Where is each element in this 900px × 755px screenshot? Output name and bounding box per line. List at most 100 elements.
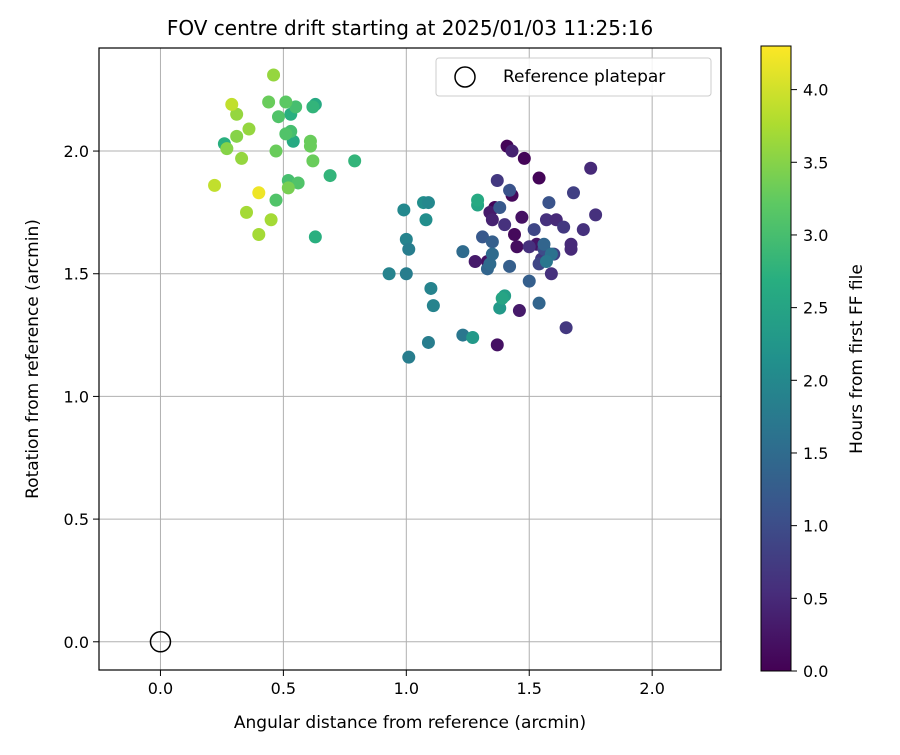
legend-box xyxy=(435,57,712,97)
data-point xyxy=(507,227,521,241)
colorbar: 0.0 0.5 1.0 1.5 2.0 2.5 3.0 3.5 4.0 Hours from f… xyxy=(760,45,867,681)
data-point xyxy=(490,338,504,352)
y-tick-label: 1.5 xyxy=(64,265,89,284)
data-point xyxy=(397,203,411,217)
data-point xyxy=(589,208,603,222)
data-point xyxy=(323,169,337,183)
data-point xyxy=(348,154,362,168)
x-tick-label: 1.5 xyxy=(517,679,542,698)
legend: Reference platepar xyxy=(435,57,712,97)
data-point xyxy=(252,186,266,200)
colorbar-tick-label: 0.5 xyxy=(803,589,828,608)
data-point xyxy=(230,107,244,121)
data-point xyxy=(419,213,433,227)
data-point xyxy=(269,144,283,158)
data-point xyxy=(225,97,239,111)
data-point xyxy=(421,196,435,210)
data-point xyxy=(483,257,497,271)
data-point xyxy=(539,254,553,268)
colorbar-tick-label: 3.0 xyxy=(803,226,828,245)
scatter-points xyxy=(208,68,603,364)
data-point xyxy=(456,245,470,259)
data-point xyxy=(537,237,551,251)
data-point xyxy=(557,220,571,234)
data-point xyxy=(503,259,517,273)
data-point xyxy=(230,129,244,143)
data-point xyxy=(426,299,440,313)
data-point xyxy=(279,95,293,109)
data-point xyxy=(532,296,546,310)
legend-label: Reference platepar xyxy=(503,67,665,87)
reference-point xyxy=(149,631,172,653)
x-tick-label: 1.0 xyxy=(394,679,419,698)
data-point xyxy=(303,139,317,153)
y-axis-ticks: 0.0 0.5 1.0 1.5 2.0 xyxy=(64,142,99,652)
data-point xyxy=(476,230,490,244)
data-point xyxy=(515,210,529,224)
data-point xyxy=(512,304,526,318)
data-point xyxy=(559,321,573,335)
colorbar-tick-label: 1.0 xyxy=(803,517,828,536)
data-point xyxy=(466,331,480,345)
colorbar-ticks: 0.0 0.5 1.0 1.5 2.0 2.5 3.0 3.5 4.0 xyxy=(791,81,828,681)
colorbar-frame xyxy=(760,45,792,672)
data-point xyxy=(421,335,435,349)
data-point xyxy=(505,144,519,158)
colorbar-tick-label: 4.0 xyxy=(803,81,828,100)
data-point xyxy=(485,247,499,261)
data-point xyxy=(262,95,276,109)
data-point xyxy=(485,235,499,249)
x-tick-label: 0.0 xyxy=(148,679,173,698)
data-point xyxy=(279,127,293,141)
data-point xyxy=(269,193,283,207)
data-point xyxy=(493,200,507,214)
data-point xyxy=(267,68,281,82)
data-point xyxy=(498,218,512,232)
data-point xyxy=(544,267,558,281)
x-axis-label: Angular distance from reference (arcmin) xyxy=(234,713,586,733)
legend-marker xyxy=(454,66,476,88)
data-point xyxy=(220,142,234,156)
y-tick-label: 1.0 xyxy=(64,387,89,406)
chart-title: FOV centre drift starting at 2025/01/03 … xyxy=(167,16,653,40)
data-point xyxy=(306,100,320,114)
data-point xyxy=(566,186,580,200)
data-point xyxy=(306,154,320,168)
data-point xyxy=(485,213,499,227)
y-tick-label: 0.0 xyxy=(64,633,89,652)
data-point xyxy=(240,205,254,219)
reference-marker xyxy=(149,631,172,653)
x-tick-label: 0.5 xyxy=(271,679,296,698)
plot-frame xyxy=(98,47,722,671)
data-point xyxy=(510,240,524,254)
data-point xyxy=(235,151,249,165)
data-point xyxy=(490,173,504,187)
colorbar-tick-label: 1.5 xyxy=(803,444,828,463)
data-point xyxy=(242,122,256,136)
colorbar-gradient xyxy=(761,46,791,671)
data-point xyxy=(308,230,322,244)
data-point xyxy=(527,223,541,237)
data-point xyxy=(399,232,413,246)
colorbar-tick-label: 0.0 xyxy=(803,662,828,681)
data-point xyxy=(539,213,553,227)
data-point xyxy=(522,274,536,288)
data-point xyxy=(584,161,598,175)
data-point xyxy=(252,227,266,241)
data-point xyxy=(542,196,556,210)
data-point xyxy=(493,301,507,315)
colorbar-tick-label: 3.5 xyxy=(803,153,828,172)
data-point xyxy=(208,178,222,192)
y-tick-label: 0.5 xyxy=(64,510,89,529)
data-point xyxy=(522,240,536,254)
data-point xyxy=(503,183,517,197)
data-point xyxy=(468,254,482,268)
colorbar-label: Hours from first FF file xyxy=(847,264,867,454)
data-point xyxy=(399,267,413,281)
data-point xyxy=(289,100,303,114)
colorbar-tick-label: 2.5 xyxy=(803,299,828,318)
data-point xyxy=(281,181,295,195)
data-point xyxy=(402,242,416,256)
data-point xyxy=(532,171,546,185)
